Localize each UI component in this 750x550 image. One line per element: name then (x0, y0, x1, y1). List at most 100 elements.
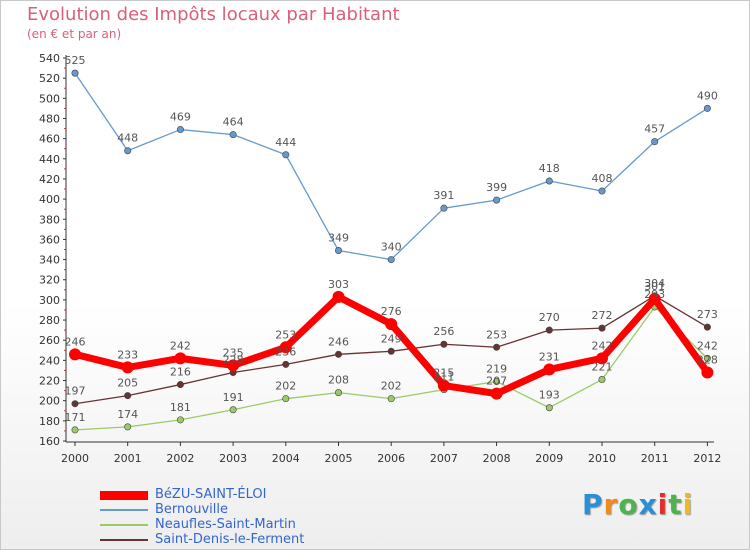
data-point (703, 354, 711, 362)
data-label: 464 (223, 116, 244, 129)
data-label: 249 (381, 332, 402, 345)
data-point (440, 204, 448, 212)
data-label: 246 (65, 335, 86, 348)
data-label: 233 (117, 348, 138, 361)
data-label: 211 (433, 371, 454, 384)
data-point (493, 343, 501, 351)
data-label: 242 (170, 339, 191, 352)
data-label: 181 (170, 401, 191, 414)
data-point (176, 126, 184, 134)
data-point (279, 341, 292, 354)
data-point (385, 318, 398, 331)
proxiti-logo: Proxiti (582, 488, 693, 521)
x-tick-label: 2002 (166, 452, 194, 465)
data-point (332, 290, 345, 303)
data-label: 469 (170, 111, 191, 124)
data-label: 391 (433, 189, 454, 202)
x-tick-label: 2007 (430, 452, 458, 465)
data-label: 171 (65, 411, 86, 424)
data-point (229, 131, 237, 139)
y-tick-label: 480 (39, 112, 60, 125)
legend-label: Saint-Denis-le-Ferment (155, 532, 305, 547)
data-label: 256 (433, 325, 454, 338)
legend-swatch (100, 524, 148, 526)
x-tick-label: 2004 (272, 452, 300, 465)
data-point (651, 138, 659, 146)
y-tick-label: 300 (39, 294, 60, 307)
y-tick-label: 220 (39, 375, 60, 388)
data-label: 273 (697, 308, 718, 321)
data-point (69, 348, 81, 361)
data-point (545, 177, 553, 185)
logo-letter: r (603, 488, 619, 521)
x-tick-label: 2012 (693, 452, 721, 465)
data-point (71, 400, 79, 408)
data-point (387, 347, 395, 355)
y-tick-label: 460 (39, 133, 60, 146)
data-label: 457 (644, 123, 665, 136)
logo-letter: t (668, 488, 683, 521)
x-tick-label: 2005 (325, 452, 353, 465)
legend-swatch (100, 491, 148, 500)
data-point (174, 352, 187, 365)
data-label: 276 (381, 305, 402, 318)
y-tick-label: 440 (39, 153, 60, 166)
data-label: 202 (275, 380, 296, 393)
x-tick-label: 2003 (219, 452, 247, 465)
x-tick-label: 2009 (535, 452, 563, 465)
data-label: 242 (592, 339, 613, 352)
data-point (703, 323, 711, 331)
data-label: 174 (117, 408, 138, 421)
data-label: 293 (644, 288, 665, 301)
data-label: 231 (539, 350, 560, 363)
series-line-1 (74, 72, 708, 261)
data-label: 253 (275, 328, 296, 341)
data-label: 270 (539, 311, 560, 324)
data-point (493, 196, 501, 204)
data-label: 525 (65, 54, 86, 67)
logo-letter: o (618, 488, 639, 521)
logo-letter: i (657, 488, 669, 521)
data-label: 490 (697, 89, 718, 102)
data-point (71, 426, 79, 434)
data-label: 197 (65, 385, 86, 398)
data-point (543, 363, 556, 376)
data-label: 207 (486, 375, 507, 388)
data-label: 219 (486, 363, 507, 376)
chart-subtitle: (en € et par an) (27, 27, 122, 41)
data-point (387, 395, 395, 403)
data-point (282, 395, 290, 403)
data-label: 216 (170, 366, 191, 379)
data-label: 205 (117, 377, 138, 390)
data-label: 235 (223, 346, 244, 359)
y-tick-label: 340 (39, 254, 60, 267)
data-point (282, 151, 290, 159)
data-label: 202 (381, 380, 402, 393)
data-point (124, 423, 132, 431)
data-point (124, 147, 132, 155)
x-tick-label: 2000 (61, 452, 89, 465)
data-point (440, 340, 448, 348)
x-tick-label: 2001 (114, 452, 142, 465)
x-tick-label: 2010 (588, 452, 616, 465)
data-label: 228 (223, 353, 244, 366)
x-tick-label: 2008 (483, 452, 511, 465)
data-point (437, 379, 450, 392)
data-label: 448 (117, 132, 138, 145)
data-label: 193 (539, 389, 560, 402)
data-point (703, 104, 711, 112)
data-point (545, 326, 553, 334)
data-label: 418 (539, 162, 560, 175)
data-label: 301 (644, 280, 665, 293)
data-label: 444 (275, 136, 296, 149)
data-point (124, 392, 132, 400)
legend-label: Bernouville (155, 502, 228, 517)
data-label: 246 (328, 335, 349, 348)
y-tick-label: 360 (39, 233, 60, 246)
y-tick-label: 200 (39, 395, 60, 408)
data-label: 242 (697, 339, 718, 352)
data-label: 304 (644, 277, 665, 290)
data-point (598, 376, 606, 384)
data-point (71, 69, 79, 77)
